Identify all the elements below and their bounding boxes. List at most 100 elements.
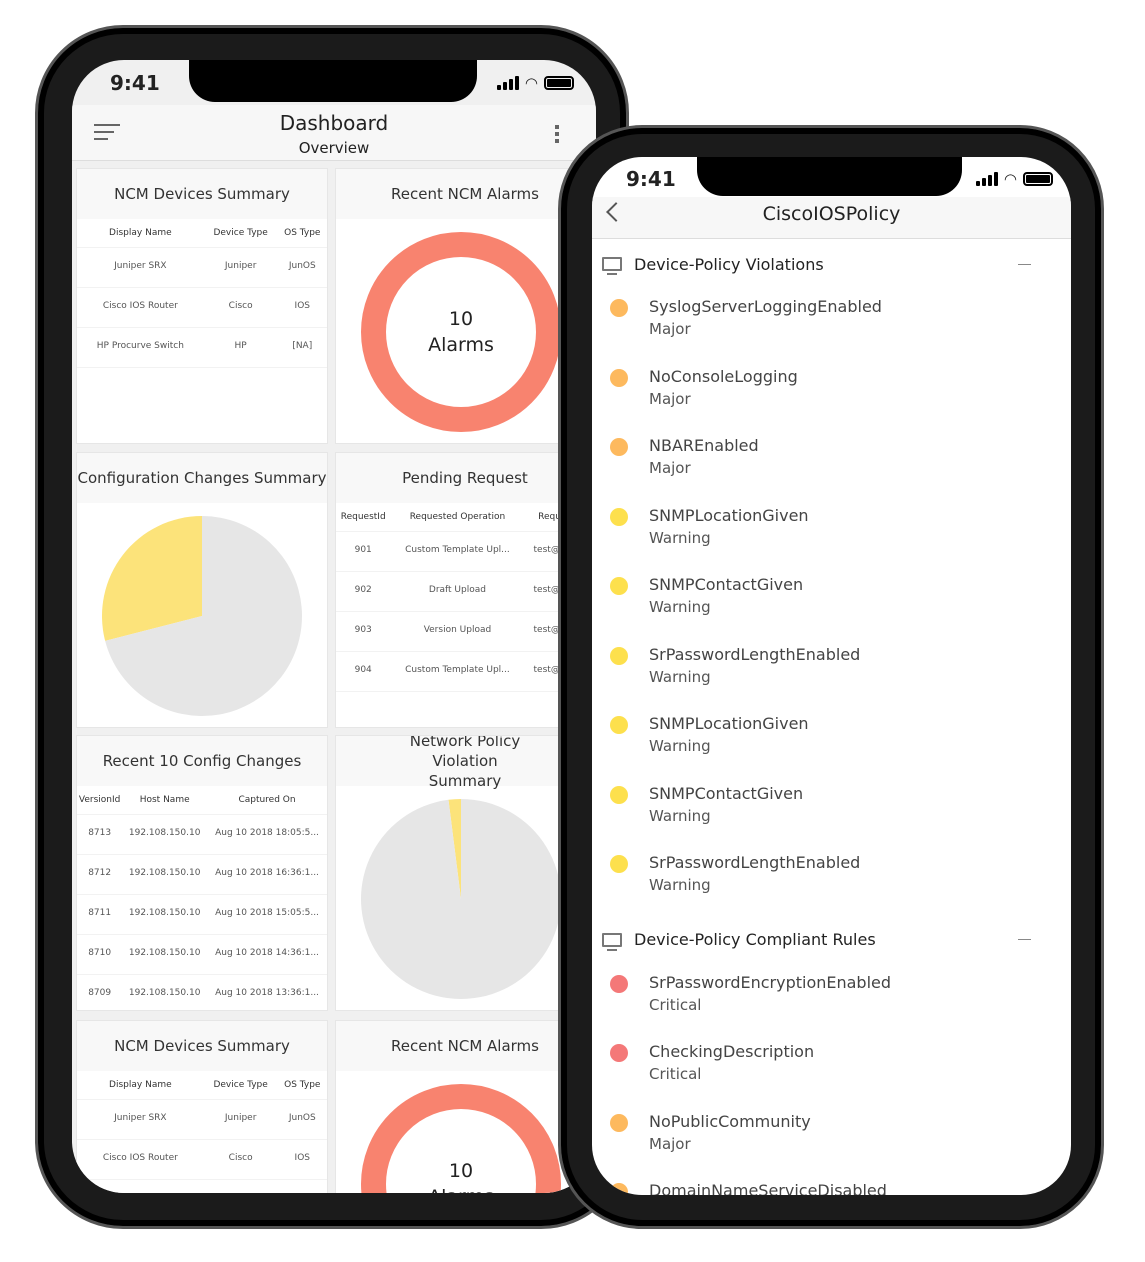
- collapse-icon[interactable]: [1018, 263, 1031, 265]
- table-cell: Draft Upload: [390, 571, 525, 612]
- column-header[interactable]: Device Type: [203, 219, 278, 248]
- column-header[interactable]: Host Name: [122, 786, 208, 815]
- rule-severity: Warning: [649, 528, 711, 547]
- pie-slice[interactable]: [361, 799, 561, 999]
- section-header[interactable]: Device-Policy Compliant Rules: [592, 915, 1071, 965]
- table-cell: Aug 10 2018 15:05:5...: [207, 894, 327, 935]
- card-recent-10-config-changes[interactable]: Recent 10 Config Changes VersionId Host N…: [76, 735, 328, 1011]
- table-cell: HP Procurve Switch: [77, 1179, 204, 1193]
- table-cell: 8709: [77, 974, 123, 1010]
- rule-name: SNMPContactGiven: [649, 575, 804, 594]
- policy-rule-item[interactable]: DomainNameServiceDisabledMajor: [592, 1173, 1071, 1195]
- policy-rule-item[interactable]: SrPasswordLengthEnabled Warning: [592, 637, 1071, 707]
- column-header[interactable]: OS Type: [277, 219, 327, 248]
- column-header[interactable]: RequestId: [336, 503, 391, 532]
- status-icons: ◠: [496, 74, 574, 92]
- table-row[interactable]: Juniper SRX Juniper JunOS: [77, 1099, 327, 1140]
- card-pending-request[interactable]: Pending Request RequestId Requested Opera…: [335, 452, 595, 728]
- alarms-donut: 10 Alarms: [361, 1084, 561, 1193]
- column-header[interactable]: Requested Operation: [390, 503, 525, 532]
- table-cell: 192.108.150.10: [122, 854, 208, 895]
- card-title: Recent 10 Config Changes: [77, 736, 327, 786]
- severity-dot-icon: [610, 646, 628, 665]
- policy-rule-item[interactable]: CheckingDescription Critical: [592, 1034, 1071, 1104]
- rule-severity: Warning: [649, 806, 711, 825]
- collapse-icon[interactable]: [1018, 939, 1031, 940]
- table-row[interactable]: Cisco IOS Router Cisco IOS: [77, 287, 327, 328]
- pie-slice[interactable]: [105, 516, 302, 716]
- table-cell: Juniper: [203, 1099, 278, 1140]
- rule-name: SrPasswordLengthEnabled: [649, 644, 861, 664]
- card-recent-ncm-alarms[interactable]: Recent NCM Alarms 10 Alarms: [335, 168, 595, 444]
- card-ncm-devices-summary-2[interactable]: NCM Devices Summary Display Name Device T…: [76, 1020, 328, 1193]
- table-cell: Aug 10 2018 14:36:1...: [207, 934, 327, 975]
- table-header-row: Display Name Device Type OS Type: [77, 1071, 327, 1100]
- table-cell: 192.108.150.10: [122, 894, 208, 935]
- table-cell: Cisco: [203, 287, 278, 328]
- monitor-icon: [602, 257, 622, 275]
- table-cell: HP Procurve Switch: [77, 327, 204, 368]
- column-header[interactable]: Display Name: [77, 219, 204, 248]
- policy-rule-item[interactable]: SNMPContactGiven Warning: [592, 776, 1071, 846]
- table-row[interactable]: Cisco IOS Router Cisco IOS: [77, 1139, 327, 1180]
- policy-rule-item[interactable]: NoPublicCommunity Major: [592, 1104, 1071, 1174]
- pie-slice[interactable]: [448, 799, 461, 899]
- card-configuration-changes-summary[interactable]: Configuration Changes Summary: [76, 452, 328, 728]
- severity-dot-icon: [610, 1113, 628, 1132]
- table-cell: 8712: [77, 854, 123, 895]
- column-header[interactable]: Captured On: [207, 786, 327, 815]
- card-network-policy-violation-summary[interactable]: Network Policy Violation Summary: [335, 735, 595, 1011]
- policy-rule-item[interactable]: NBAREnabled Major: [592, 428, 1071, 498]
- table-row[interactable]: 8713 192.108.150.10 Aug 10 2018 18:05:5...: [77, 814, 327, 855]
- table-cell: Custom Template Upl...: [390, 531, 525, 572]
- table-cell: 192.108.150.10: [122, 934, 208, 975]
- table-row[interactable]: 8712 192.108.150.10 Aug 10 2018 16:36:1...: [77, 854, 327, 895]
- card-recent-ncm-alarms-2[interactable]: Recent NCM Alarms 10 Alarms: [335, 1020, 595, 1193]
- severity-dot-icon: [610, 855, 628, 873]
- status-time: 9:41: [110, 71, 160, 95]
- policy-rule-item[interactable]: SNMPLocationGiven Warning: [592, 498, 1071, 568]
- table-row[interactable]: 8709 192.108.150.10 Aug 10 2018 13:36:1...: [77, 974, 327, 1010]
- severity-dot-icon: [610, 507, 628, 526]
- rule-severity: Critical: [649, 1065, 702, 1083]
- table-row[interactable]: 8711 192.108.150.10 Aug 10 2018 15:05:5...: [77, 894, 327, 935]
- rule-severity: Critical: [649, 995, 702, 1014]
- table-cell: Version Upload: [390, 611, 525, 652]
- column-header[interactable]: VersionId: [77, 786, 123, 815]
- table-cell: Aug 10 2018 18:05:5...: [207, 814, 327, 855]
- table-row[interactable]: 8710 192.108.150.10 Aug 10 2018 14:36:1...: [77, 934, 327, 975]
- pie-slice[interactable]: [101, 516, 202, 641]
- table-cell: Juniper SRX: [77, 247, 204, 288]
- table-cell: 903: [336, 611, 391, 652]
- policy-rule-item[interactable]: SNMPLocationGiven Warning: [592, 706, 1071, 776]
- more-options-icon[interactable]: [555, 125, 559, 143]
- policy-rule-item[interactable]: SNMPContactGiven Warning: [592, 567, 1071, 637]
- column-header[interactable]: Device Type: [203, 1071, 278, 1100]
- column-header[interactable]: OS Type: [277, 1071, 327, 1100]
- severity-dot-icon: [610, 1183, 628, 1195]
- column-header[interactable]: Display Name: [77, 1071, 204, 1100]
- policy-rule-item[interactable]: SrPasswordLengthEnabled Warning: [592, 845, 1071, 915]
- card-ncm-devices-summary[interactable]: NCM Devices Summary Display Name Device T…: [76, 168, 328, 444]
- policy-rule-item[interactable]: SrPasswordEncryptionEnabled Critical: [592, 965, 1071, 1035]
- table-cell: 901: [336, 531, 391, 572]
- rule-name: SNMPContactGiven: [649, 783, 804, 803]
- table-cell: Juniper SRX: [77, 1099, 204, 1140]
- rule-name: NoPublicCommunity: [649, 1111, 811, 1131]
- devices-table: Display Name Device Type OS Type Juniper SR…: [77, 1071, 327, 1193]
- section-header[interactable]: Device-Policy Violations: [592, 239, 1071, 289]
- menu-icon[interactable]: [94, 124, 120, 140]
- policy-rule-item[interactable]: NoConsoleLogging Major: [592, 359, 1071, 429]
- app-header: Dashboard Overview: [72, 105, 596, 161]
- rule-name: NBAREnabled: [649, 436, 759, 455]
- alarm-label: Alarms: [428, 333, 494, 356]
- table-row[interactable]: Juniper SRX Juniper JunOS: [77, 247, 327, 288]
- policy-rule-item[interactable]: SyslogServerLoggingEnabled Major: [592, 289, 1071, 359]
